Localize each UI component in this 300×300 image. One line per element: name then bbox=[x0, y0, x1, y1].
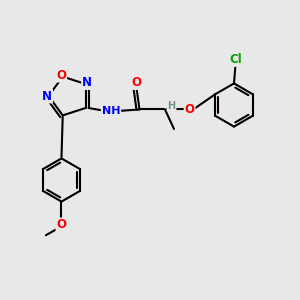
Text: H: H bbox=[167, 101, 176, 111]
Text: O: O bbox=[131, 76, 142, 89]
Text: O: O bbox=[184, 103, 195, 116]
Text: O: O bbox=[56, 69, 66, 82]
Text: N: N bbox=[82, 76, 92, 89]
Text: NH: NH bbox=[102, 106, 120, 116]
Text: N: N bbox=[42, 89, 52, 103]
Text: O: O bbox=[56, 218, 67, 232]
Text: Cl: Cl bbox=[229, 53, 242, 66]
